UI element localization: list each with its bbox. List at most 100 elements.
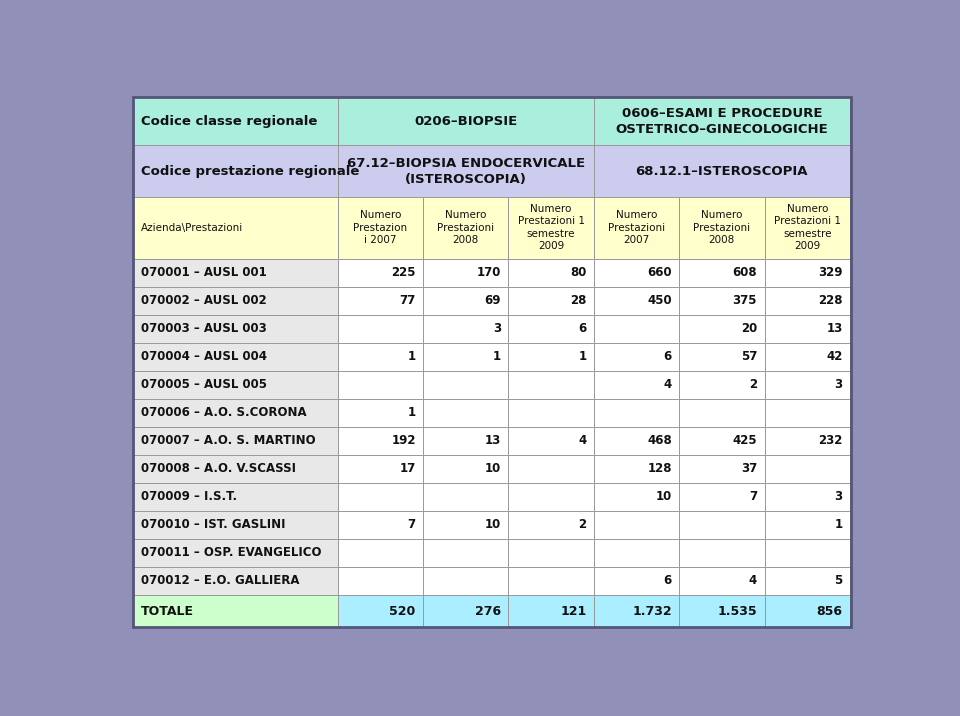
Text: 6: 6: [663, 574, 672, 587]
Text: 425: 425: [732, 435, 757, 448]
Bar: [423, 511, 509, 539]
Bar: [594, 511, 679, 539]
Bar: [764, 286, 850, 315]
Bar: [764, 343, 850, 371]
Bar: [594, 371, 679, 399]
Bar: [679, 567, 764, 595]
Text: 329: 329: [818, 266, 843, 279]
Text: Numero
Prestazioni
2007: Numero Prestazioni 2007: [608, 211, 665, 245]
Text: 232: 232: [818, 435, 843, 448]
Text: 2: 2: [578, 518, 587, 531]
Text: 660: 660: [647, 266, 672, 279]
Bar: [764, 371, 850, 399]
Text: Numero
Prestazioni
2008: Numero Prestazioni 2008: [437, 211, 494, 245]
Bar: [338, 315, 423, 343]
Text: 77: 77: [399, 294, 416, 307]
Bar: [509, 455, 594, 483]
Text: 0606–ESAMI E PROCEDURE
OSTETRICO–GINECOLOGICHE: 0606–ESAMI E PROCEDURE OSTETRICO–GINECOL…: [615, 107, 828, 136]
Bar: [509, 197, 594, 258]
Text: TOTALE: TOTALE: [141, 604, 194, 618]
Bar: [509, 483, 594, 511]
Text: 13: 13: [827, 322, 843, 335]
Bar: [594, 343, 679, 371]
Text: 7: 7: [749, 490, 757, 503]
Bar: [679, 539, 764, 567]
Bar: [594, 286, 679, 315]
Bar: [133, 197, 338, 258]
Bar: [509, 567, 594, 595]
Bar: [764, 511, 850, 539]
Text: 856: 856: [816, 604, 843, 618]
Text: 17: 17: [399, 463, 416, 475]
Bar: [423, 567, 509, 595]
Text: 3: 3: [492, 322, 501, 335]
Bar: [679, 455, 764, 483]
Bar: [679, 427, 764, 455]
Text: Numero
Prestazioni 1
semestre
2009: Numero Prestazioni 1 semestre 2009: [517, 204, 585, 251]
Bar: [133, 595, 338, 627]
Bar: [423, 371, 509, 399]
Bar: [679, 343, 764, 371]
Bar: [133, 567, 338, 595]
Bar: [764, 399, 850, 427]
Text: 5: 5: [834, 574, 843, 587]
Bar: [338, 567, 423, 595]
Bar: [423, 258, 509, 286]
Bar: [509, 315, 594, 343]
Text: 1: 1: [492, 350, 501, 363]
Text: 070003 – AUSL 003: 070003 – AUSL 003: [141, 322, 267, 335]
Bar: [679, 258, 764, 286]
Bar: [509, 427, 594, 455]
Bar: [133, 97, 338, 145]
Text: Codice prestazione regionale: Codice prestazione regionale: [141, 165, 359, 178]
Bar: [338, 539, 423, 567]
Text: 070007 – A.O. S. MARTINO: 070007 – A.O. S. MARTINO: [141, 435, 316, 448]
Text: 070009 – I.S.T.: 070009 – I.S.T.: [141, 490, 237, 503]
Text: 28: 28: [570, 294, 587, 307]
Text: 450: 450: [647, 294, 672, 307]
Bar: [594, 145, 850, 197]
Bar: [133, 258, 338, 286]
Bar: [594, 567, 679, 595]
Text: 070011 – OSP. EVANGELICO: 070011 – OSP. EVANGELICO: [141, 546, 322, 559]
Bar: [423, 286, 509, 315]
Bar: [423, 539, 509, 567]
Text: Numero
Prestazion
i 2007: Numero Prestazion i 2007: [353, 211, 408, 245]
Text: 7: 7: [408, 518, 416, 531]
Text: 225: 225: [392, 266, 416, 279]
Text: 070008 – A.O. V.SCASSI: 070008 – A.O. V.SCASSI: [141, 463, 296, 475]
Text: 070002 – AUSL 002: 070002 – AUSL 002: [141, 294, 267, 307]
Bar: [764, 455, 850, 483]
Bar: [423, 343, 509, 371]
Bar: [764, 595, 850, 627]
Text: 3: 3: [834, 490, 843, 503]
Bar: [594, 483, 679, 511]
Bar: [509, 399, 594, 427]
Bar: [133, 511, 338, 539]
Bar: [133, 539, 338, 567]
Bar: [338, 97, 594, 145]
Bar: [133, 455, 338, 483]
Text: 1.535: 1.535: [717, 604, 757, 618]
Bar: [509, 286, 594, 315]
Bar: [338, 427, 423, 455]
Bar: [423, 427, 509, 455]
Text: 121: 121: [560, 604, 587, 618]
Bar: [133, 145, 338, 197]
Bar: [338, 371, 423, 399]
Text: 4: 4: [663, 378, 672, 391]
Bar: [764, 315, 850, 343]
Bar: [133, 483, 338, 511]
Text: 10: 10: [485, 518, 501, 531]
Text: 69: 69: [485, 294, 501, 307]
Text: 42: 42: [826, 350, 843, 363]
Bar: [594, 455, 679, 483]
Text: 070004 – AUSL 004: 070004 – AUSL 004: [141, 350, 267, 363]
Text: 6: 6: [578, 322, 587, 335]
Text: 1: 1: [408, 406, 416, 420]
Text: 276: 276: [475, 604, 501, 618]
Text: Numero
Prestazioni 1
semestre
2009: Numero Prestazioni 1 semestre 2009: [774, 204, 841, 251]
Bar: [338, 145, 594, 197]
Text: 37: 37: [741, 463, 757, 475]
Text: 20: 20: [741, 322, 757, 335]
